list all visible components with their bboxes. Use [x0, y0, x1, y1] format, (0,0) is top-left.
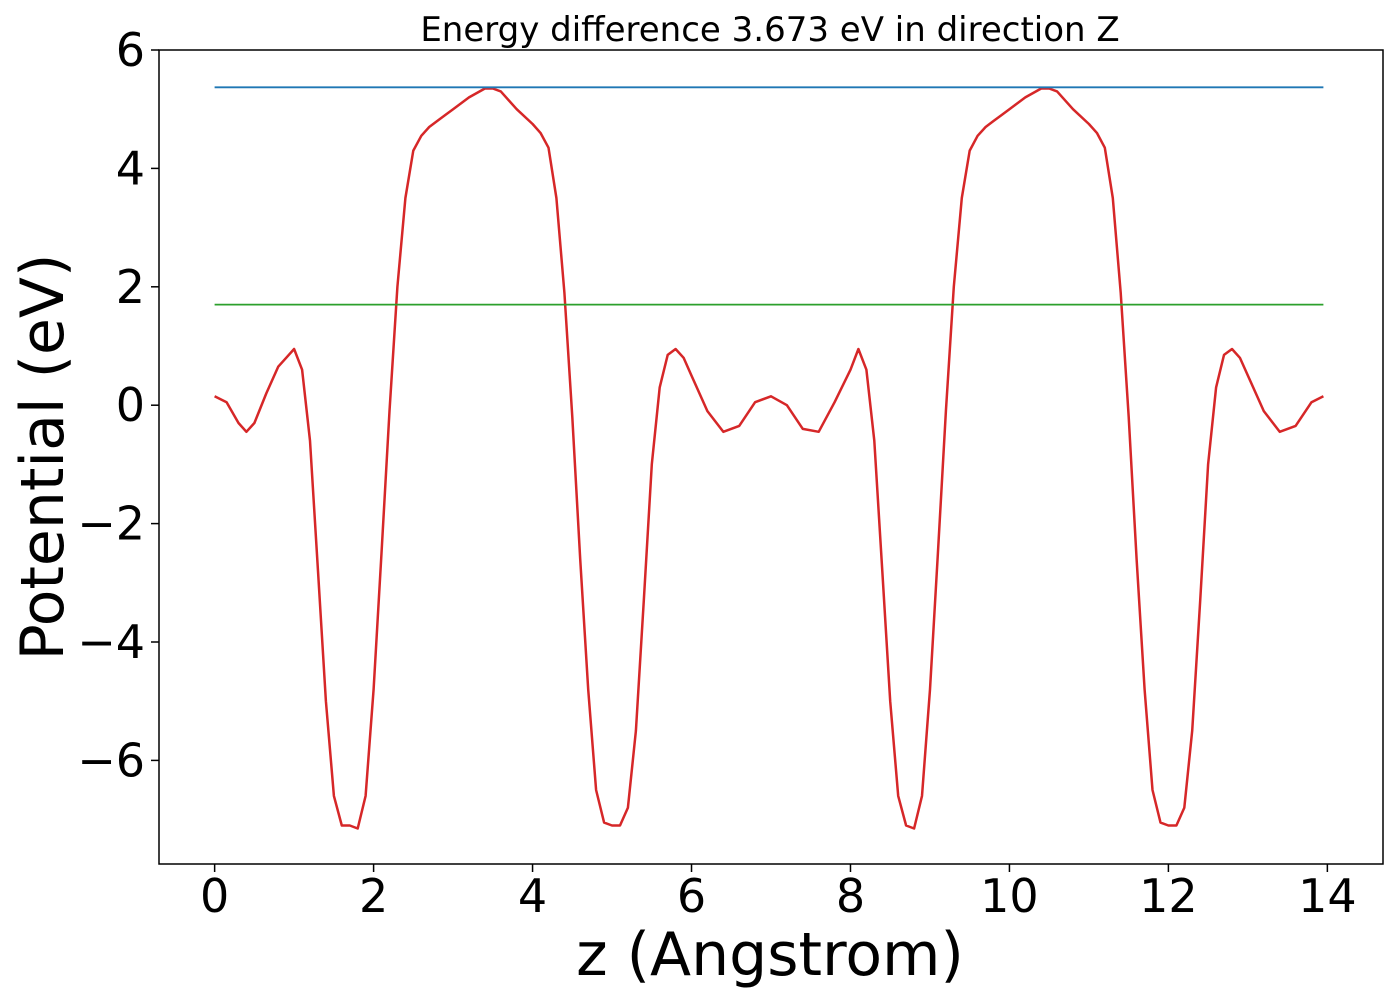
series-line-0 — [214, 87, 1324, 830]
x-tick-label-2: 2 — [359, 869, 388, 923]
x-tick-label-10: 10 — [980, 869, 1039, 923]
y-tick-label-4: 4 — [116, 141, 145, 195]
x-tick-label-0: 0 — [200, 869, 229, 923]
x-tick-label-14: 14 — [1298, 869, 1357, 923]
y-tick-label--2: −2 — [77, 497, 145, 551]
y-axis: −6 −4 −2 0 2 4 6 — [77, 23, 159, 787]
plot-frame — [158, 49, 1384, 865]
x-axis-label: z (Angstrom) — [576, 920, 964, 990]
y-tick-label-2: 2 — [116, 260, 145, 314]
x-tick-label-12: 12 — [1139, 869, 1198, 923]
y-tick-label-6: 6 — [116, 23, 145, 77]
y-tick-label--6: −6 — [77, 733, 145, 787]
series-layer — [214, 86, 1324, 830]
y-tick-label--4: −4 — [77, 615, 145, 669]
y-tick-label-0: 0 — [116, 378, 145, 432]
y-axis-label: Potential (eV) — [8, 254, 78, 661]
x-axis: 0 2 4 6 8 10 12 14 — [200, 864, 1357, 923]
x-tick-label-4: 4 — [518, 869, 547, 923]
x-tick-label-6: 6 — [677, 869, 706, 923]
x-tick-label-8: 8 — [836, 869, 865, 923]
chart-title: Energy difference 3.673 eV in direction … — [420, 10, 1119, 50]
